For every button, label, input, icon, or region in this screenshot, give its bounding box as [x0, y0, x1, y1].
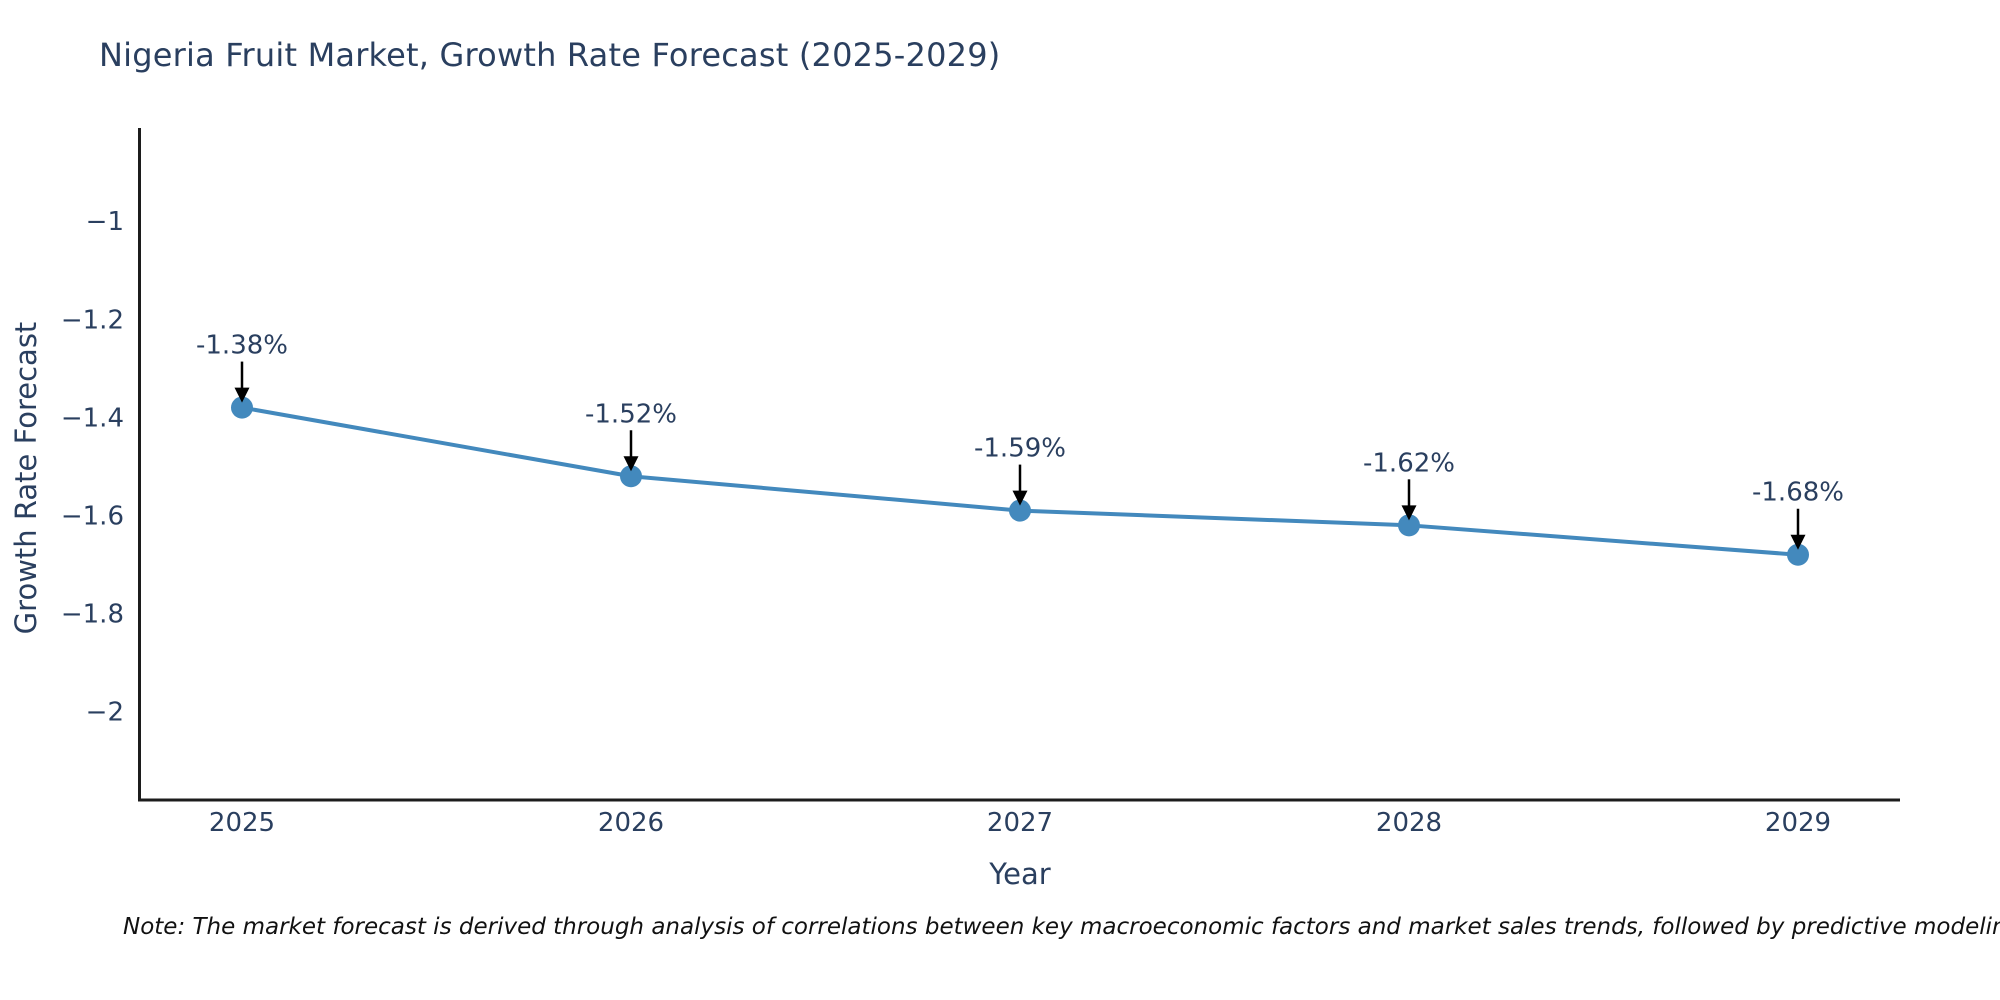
- data-label: -1.59%: [974, 434, 1066, 464]
- annotation-arrow-head: [1012, 490, 1028, 506]
- annotation-arrow-head: [1401, 505, 1417, 521]
- y-tick-label: −2: [86, 698, 124, 728]
- x-tick-label: 2027: [987, 808, 1053, 838]
- y-tick-label: −1.4: [61, 403, 124, 433]
- data-label: -1.68%: [1752, 478, 1844, 508]
- x-tick-label: 2026: [598, 808, 664, 838]
- x-tick-label: 2029: [1765, 808, 1831, 838]
- y-tick-label: −1.8: [61, 600, 124, 630]
- annotation-arrow-head: [623, 456, 639, 472]
- y-tick-label: −1: [86, 207, 124, 237]
- data-point-marker: [1009, 499, 1031, 522]
- data-label: -1.38%: [196, 331, 288, 361]
- chart-title: Nigeria Fruit Market, Growth Rate Foreca…: [99, 36, 1001, 74]
- data-point-marker: [231, 396, 253, 419]
- y-tick-label: −1.2: [61, 305, 124, 335]
- footnote-text: Note: The market forecast is derived thr…: [123, 914, 2000, 940]
- data-label: -1.62%: [1363, 448, 1455, 478]
- x-tick-label: 2028: [1376, 808, 1442, 838]
- data-point-marker: [620, 465, 642, 488]
- annotation-arrow-head: [234, 387, 250, 403]
- x-axis-title: Year: [988, 857, 1050, 891]
- x-tick-label: 2025: [209, 808, 275, 838]
- data-point-marker: [1787, 543, 1809, 566]
- data-point-marker: [1398, 514, 1420, 537]
- annotation-arrow-head: [1790, 534, 1806, 550]
- y-axis-title: Growth Rate Forecast: [9, 322, 43, 635]
- y-tick-label: −1.6: [61, 502, 124, 532]
- data-label: -1.52%: [585, 399, 677, 429]
